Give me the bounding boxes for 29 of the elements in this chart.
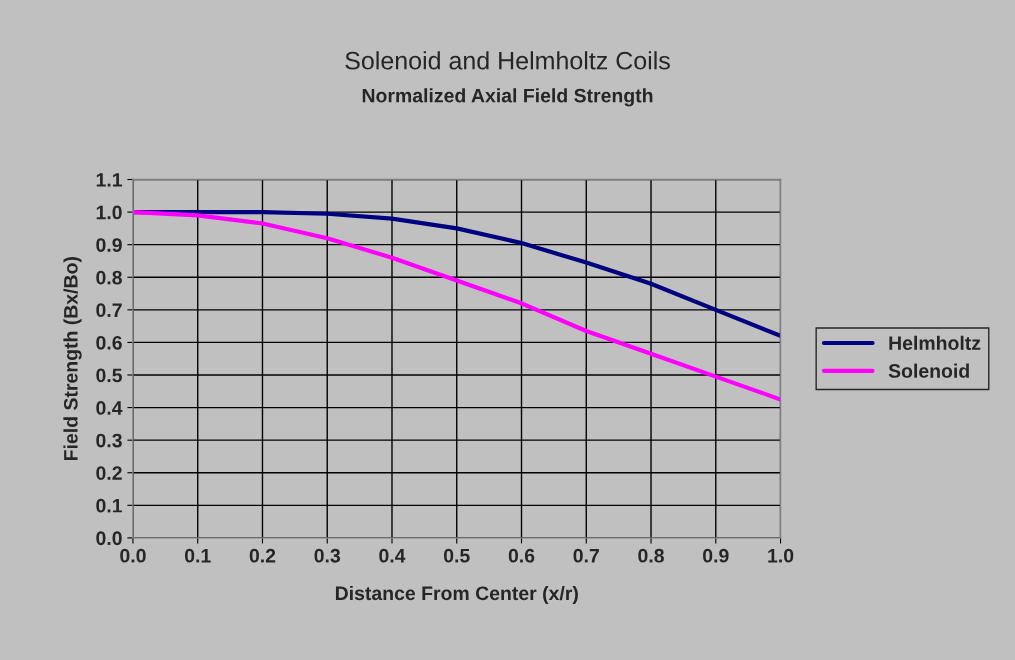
x-tick-label: 0.5: [444, 548, 470, 563]
y-axis-title: Field Strength (Bx/Bo): [63, 257, 82, 461]
x-tick-label: 0.6: [508, 548, 535, 563]
y-tick-label: 0.9: [96, 238, 122, 252]
x-axis-title: Distance From Center (x/r): [335, 585, 578, 605]
x-tick-label: 0.8: [638, 548, 664, 563]
y-tick-label: 0.6: [96, 335, 122, 350]
x-tick-label: 1.0: [768, 548, 794, 563]
x-tick-label: 0.3: [314, 548, 341, 563]
x-tick-label: 0.2: [249, 548, 276, 563]
y-tick-label: 0.4: [96, 401, 123, 415]
chart-subtitle: Normalized Axial Field Strength: [362, 88, 653, 107]
x-tick-label: 0.4: [379, 548, 406, 563]
x-tick-label: 0.1: [184, 548, 211, 563]
y-tick-label: 0.2: [96, 466, 122, 480]
y-tick-label: 0.8: [96, 270, 122, 285]
x-tick-label: 0.0: [120, 548, 146, 563]
legend-label: Helmholtz: [889, 335, 981, 351]
y-tick-label: 0.1: [96, 498, 123, 513]
y-tick-label: 0.7: [96, 303, 122, 318]
y-tick-label: 0.3: [96, 433, 122, 448]
y-tick-label: 1.1: [96, 173, 123, 187]
y-tick-label: 1.0: [96, 205, 122, 220]
legend-label: Solenoid: [888, 363, 969, 378]
y-tick-label: 0.0: [96, 531, 122, 546]
x-tick-label: 0.9: [703, 548, 729, 563]
chart-title: Solenoid and Helmholtz Coils: [345, 51, 670, 70]
y-tick-label: 0.5: [96, 368, 123, 383]
x-tick-label: 0.7: [573, 548, 599, 563]
